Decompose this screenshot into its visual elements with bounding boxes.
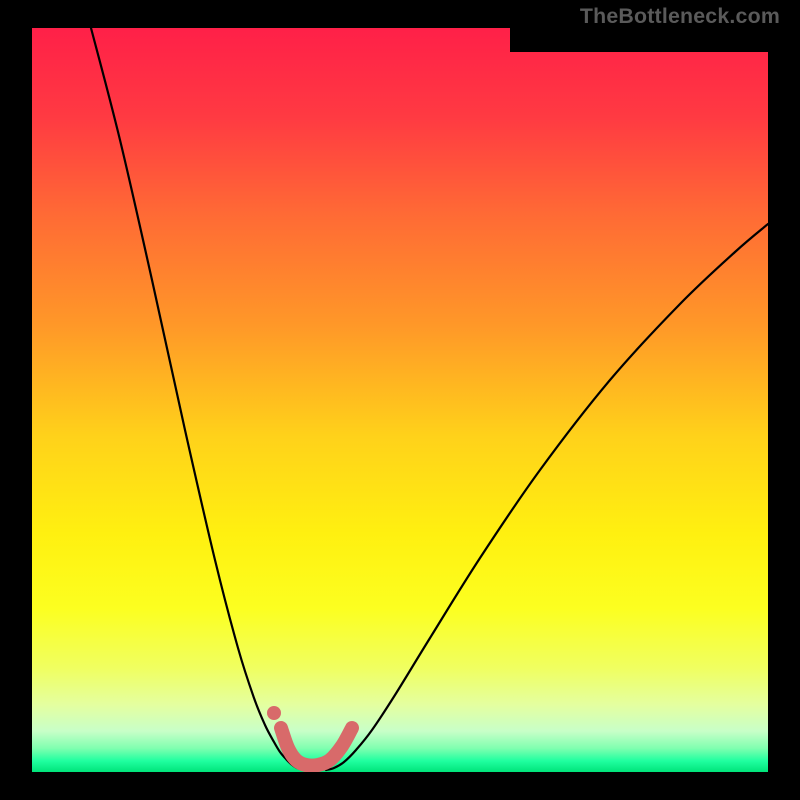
attribution-text: TheBottleneck.com <box>580 4 780 29</box>
bottleneck-chart <box>0 0 800 800</box>
gradient-background <box>32 28 768 772</box>
chart-container: TheBottleneck.com <box>0 0 800 800</box>
overlay-dot <box>267 706 281 720</box>
